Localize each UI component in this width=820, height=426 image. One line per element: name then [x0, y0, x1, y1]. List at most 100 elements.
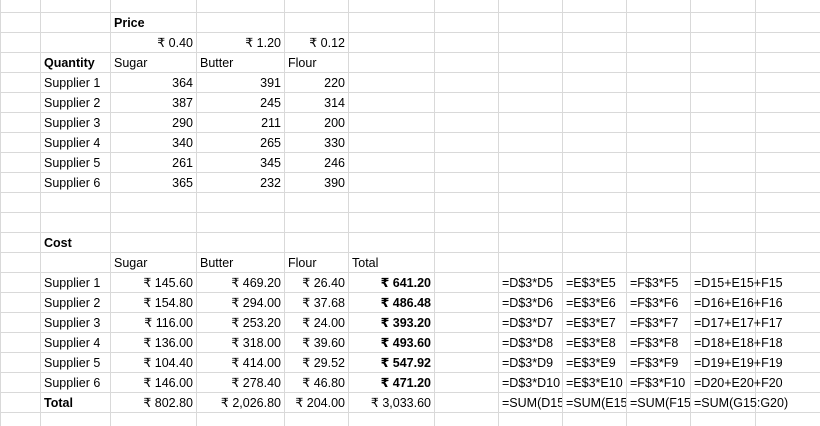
- formula-cell[interactable]: =D17+E17+F17: [694, 316, 783, 330]
- cost-total-cell[interactable]: ₹ 547.92: [380, 356, 431, 370]
- quantity-cell[interactable]: 220: [324, 76, 345, 90]
- quantity-cell[interactable]: 246: [324, 156, 345, 170]
- cost-cell[interactable]: ₹ 414.00: [231, 356, 281, 370]
- formula-cell[interactable]: =D16+E16+F16: [694, 296, 783, 310]
- cost-cell[interactable]: ₹ 116.00: [144, 316, 193, 330]
- cost-cell[interactable]: ₹ 29.52: [302, 356, 345, 370]
- quantity-header[interactable]: Sugar: [114, 56, 148, 70]
- cost-cell[interactable]: ₹ 294.00: [231, 296, 281, 310]
- formula-cell[interactable]: =D15+E15+F15: [694, 276, 783, 290]
- quantity-cell[interactable]: 290: [172, 116, 193, 130]
- supplier-label[interactable]: Supplier 4: [44, 336, 101, 350]
- formula-cell[interactable]: =SUM(F15: [630, 396, 690, 410]
- cost-total-cell[interactable]: ₹ 493.60: [380, 336, 431, 350]
- cost-title[interactable]: Cost: [44, 236, 72, 250]
- cost-cell[interactable]: ₹ 253.20: [231, 316, 281, 330]
- cost-cell[interactable]: ₹ 146.00: [143, 376, 193, 390]
- formula-cell[interactable]: =E$3*E6: [566, 296, 616, 310]
- totals-label[interactable]: Total: [44, 396, 73, 410]
- formula-cell[interactable]: =E$3*E7: [566, 316, 616, 330]
- cost-cell[interactable]: ₹ 46.80: [302, 376, 345, 390]
- supplier-label[interactable]: Supplier 4: [44, 136, 101, 150]
- cost-cell[interactable]: ₹ 104.40: [143, 356, 193, 370]
- formula-cell[interactable]: =E$3*E9: [566, 356, 616, 370]
- quantity-header[interactable]: Butter: [200, 56, 234, 70]
- formula-cell[interactable]: =D20+E20+F20: [694, 376, 783, 390]
- formula-cell[interactable]: =F$3*F5: [630, 276, 679, 290]
- formula-cell[interactable]: =D$3*D7: [502, 316, 554, 330]
- totals-cell[interactable]: ₹ 2,026.80: [220, 396, 281, 410]
- formula-cell[interactable]: =F$3*F7: [630, 316, 679, 330]
- cost-header[interactable]: Sugar: [114, 256, 148, 270]
- quantity-cell[interactable]: 330: [324, 136, 345, 150]
- formula-cell[interactable]: =E$3*E10: [566, 376, 623, 390]
- cost-header[interactable]: Flour: [288, 256, 317, 270]
- cost-cell[interactable]: ₹ 26.40: [302, 276, 345, 290]
- cost-header[interactable]: Total: [352, 256, 379, 270]
- formula-cell[interactable]: =D$3*D5: [502, 276, 554, 290]
- supplier-label[interactable]: Supplier 2: [44, 296, 101, 310]
- quantity-cell[interactable]: 390: [324, 176, 345, 190]
- quantity-cell[interactable]: 345: [260, 156, 281, 170]
- cost-cell[interactable]: ₹ 39.60: [302, 336, 345, 350]
- price-cell[interactable]: ₹ 0.12: [309, 36, 345, 50]
- totals-cell[interactable]: ₹ 204.00: [295, 396, 345, 410]
- cost-cell[interactable]: ₹ 24.00: [302, 316, 345, 330]
- formula-cell[interactable]: =D$3*D10: [502, 376, 561, 390]
- formula-cell[interactable]: =D$3*D9: [502, 356, 554, 370]
- supplier-label[interactable]: Supplier 1: [44, 276, 101, 290]
- cost-cell[interactable]: ₹ 136.00: [143, 336, 193, 350]
- formula-cell[interactable]: =SUM(D15: [502, 396, 562, 410]
- formula-cell[interactable]: =F$3*F10: [630, 376, 686, 390]
- formula-cell[interactable]: =F$3*F8: [630, 336, 679, 350]
- supplier-label[interactable]: Supplier 6: [44, 176, 101, 190]
- cost-cell[interactable]: ₹ 145.60: [143, 276, 193, 290]
- supplier-label[interactable]: Supplier 5: [44, 356, 101, 370]
- quantity-cell[interactable]: 365: [172, 176, 193, 190]
- supplier-label[interactable]: Supplier 5: [44, 156, 101, 170]
- cost-cell[interactable]: ₹ 37.68: [302, 296, 345, 310]
- formula-cell[interactable]: =D$3*D6: [502, 296, 554, 310]
- cost-total-cell[interactable]: ₹ 486.48: [380, 296, 431, 310]
- quantity-cell[interactable]: 314: [324, 96, 345, 110]
- price-cell[interactable]: ₹ 1.20: [245, 36, 281, 50]
- quantity-cell[interactable]: 364: [172, 76, 193, 90]
- supplier-label[interactable]: Supplier 6: [44, 376, 101, 390]
- quantity-cell[interactable]: 265: [260, 136, 281, 150]
- quantity-title[interactable]: Quantity: [44, 56, 95, 70]
- price-cell[interactable]: ₹ 0.40: [157, 36, 193, 50]
- formula-cell[interactable]: =F$3*F9: [630, 356, 679, 370]
- quantity-cell[interactable]: 391: [260, 76, 281, 90]
- quantity-cell[interactable]: 340: [172, 136, 193, 150]
- supplier-label[interactable]: Supplier 1: [44, 76, 101, 90]
- cost-total-cell[interactable]: ₹ 641.20: [380, 276, 431, 290]
- quantity-cell[interactable]: 211: [261, 116, 281, 130]
- price-title[interactable]: Price: [114, 16, 145, 30]
- cost-total-cell[interactable]: ₹ 393.20: [380, 316, 431, 330]
- formula-cell[interactable]: =E$3*E5: [566, 276, 616, 290]
- quantity-cell[interactable]: 261: [172, 156, 193, 170]
- formula-cell[interactable]: =D18+E18+F18: [694, 336, 783, 350]
- quantity-cell[interactable]: 387: [172, 96, 193, 110]
- cost-cell[interactable]: ₹ 278.40: [231, 376, 281, 390]
- supplier-label[interactable]: Supplier 3: [44, 116, 101, 130]
- supplier-label[interactable]: Supplier 2: [44, 96, 101, 110]
- quantity-cell[interactable]: 245: [260, 96, 281, 110]
- cost-cell[interactable]: ₹ 469.20: [231, 276, 281, 290]
- quantity-header[interactable]: Flour: [288, 56, 317, 70]
- formula-cell[interactable]: =D19+E19+F19: [694, 356, 783, 370]
- supplier-label[interactable]: Supplier 3: [44, 316, 101, 330]
- cost-cell[interactable]: ₹ 154.80: [143, 296, 193, 310]
- cost-cell[interactable]: ₹ 318.00: [231, 336, 281, 350]
- formula-cell[interactable]: =E$3*E8: [566, 336, 616, 350]
- totals-cell[interactable]: ₹ 802.80: [143, 396, 193, 410]
- formula-cell[interactable]: =SUM(G15:G20): [694, 396, 789, 410]
- totals-cell[interactable]: ₹ 3,033.60: [370, 396, 431, 410]
- cost-header[interactable]: Butter: [200, 256, 234, 270]
- quantity-cell[interactable]: 232: [260, 176, 281, 190]
- formula-cell[interactable]: =F$3*F6: [630, 296, 679, 310]
- formula-cell[interactable]: =SUM(E15: [566, 396, 626, 410]
- formula-cell[interactable]: =D$3*D8: [502, 336, 554, 350]
- cost-total-cell[interactable]: ₹ 471.20: [380, 376, 431, 390]
